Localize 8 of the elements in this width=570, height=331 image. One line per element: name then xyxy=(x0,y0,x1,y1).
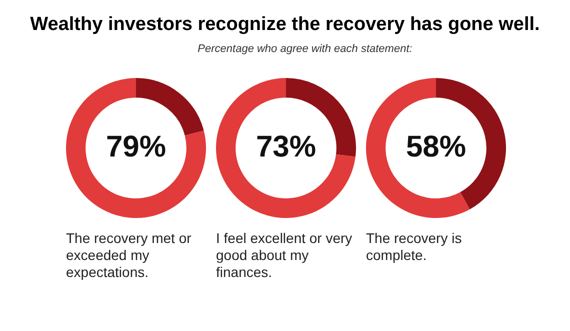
data-label: 58% xyxy=(406,130,466,164)
text: The recovery met or exceeded my expectations. xyxy=(66,230,192,281)
text: I feel excellent or very good about my finances. xyxy=(216,230,354,281)
chart-subtitle: Percentage who agree with each statement: xyxy=(196,43,414,55)
text: Wealthy investors recognize the recovery has gone well. xyxy=(29,13,541,36)
text: The recovery is complete. xyxy=(366,230,463,264)
data-label: 73% xyxy=(256,130,316,164)
data-label: 79% xyxy=(106,130,166,164)
